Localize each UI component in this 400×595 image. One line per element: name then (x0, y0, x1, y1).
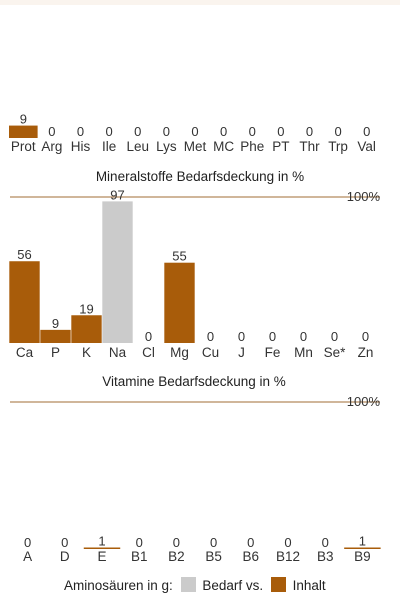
category-label: Thr (299, 139, 320, 154)
data-label: 9 (52, 316, 59, 331)
mineralstoffe-chart-svg: Mineralstoffe Bedarfsdeckung in % 100% 56 C… (9, 169, 381, 360)
aminosaeuren-chart: 9 Prot 0 Arg 0 His 0 Ile 0 Leu 0 Lys 0 Met 0 MC 0 Phe 0 PT 0… (0, 0, 400, 165)
category-label: Lys (156, 139, 177, 154)
category-label: Ile (102, 139, 116, 154)
category-label: B1 (131, 549, 148, 564)
data-label: 0 (322, 535, 329, 550)
bar-b9-inhalt (344, 547, 381, 549)
data-label: 97 (110, 187, 124, 202)
bar-k-inhalt (71, 315, 102, 343)
category-label: Mn (294, 345, 313, 360)
data-label: 0 (220, 124, 227, 139)
category-label: B5 (205, 549, 222, 564)
legend-inhalt-swatch (270, 577, 286, 592)
data-label: 0 (300, 329, 307, 344)
data-label: 19 (79, 301, 93, 316)
category-label: B3 (317, 549, 334, 564)
data-label: 0 (48, 124, 55, 139)
category-label: Arg (41, 139, 62, 154)
category-label: Leu (127, 139, 150, 154)
category-label: Val (357, 139, 376, 154)
aminosaeuren-chart-svg: 9Prot0Arg0His0Ile0Leu0Lys0Met0MC0Phe0PT0… (9, 112, 376, 154)
data-label: 0 (331, 329, 338, 344)
data-label: 0 (277, 124, 284, 139)
bar-mg-inhalt (164, 262, 195, 343)
legend-bedarf-label: Bedarf vs. (202, 578, 264, 593)
category-label: Cl (142, 345, 155, 360)
data-label: 0 (284, 535, 291, 550)
data-label: 0 (247, 535, 254, 550)
bar-p-inhalt (40, 329, 71, 343)
category-label: MC (213, 139, 234, 154)
data-label: 0 (334, 124, 341, 139)
data-label: 0 (269, 329, 276, 344)
category-label: Prot (11, 139, 36, 154)
data-label: 0 (362, 329, 369, 344)
bar-e-inhalt (83, 547, 121, 549)
legend-bedarf-swatch (180, 577, 196, 592)
data-label: 0 (363, 124, 370, 139)
category-label: B12 (276, 549, 300, 564)
chart-title: Vitamine Bedarfsdeckung in % (102, 374, 286, 389)
category-label: Zn (358, 345, 374, 360)
chart-legend: Aminosäuren in g: Bedarf vs. Inhalt (64, 577, 326, 595)
data-label: 1 (359, 534, 366, 549)
category-label: A (23, 549, 32, 564)
bar-prot-inhalt (9, 125, 38, 138)
category-label: Se* (324, 345, 347, 360)
category-label: D (60, 549, 70, 564)
category-label: Fe (265, 345, 281, 360)
vitamine-chart-svg: Vitamine Bedarfsdeckung in %100%0A0D1E0B… (10, 374, 381, 564)
category-label: J (238, 345, 245, 360)
category-label: B6 (243, 549, 260, 564)
data-label: 0 (249, 124, 256, 139)
reference-line-label: 100% (347, 394, 381, 409)
data-label: 0 (207, 329, 214, 344)
category-label: Mg (170, 345, 189, 360)
data-label: 0 (136, 535, 143, 550)
category-label: P (51, 345, 60, 360)
data-label: 9 (20, 112, 27, 127)
chart-title: Mineralstoffe Bedarfsdeckung in % (96, 169, 304, 184)
reference-line-label: 100% (347, 189, 381, 204)
data-label: 1 (98, 534, 105, 549)
data-label: 0 (145, 329, 152, 344)
category-label: PT (272, 139, 289, 154)
data-label: 0 (134, 124, 141, 139)
category-label: K (82, 345, 91, 360)
category-label: His (71, 139, 91, 154)
data-label: 0 (306, 124, 313, 139)
bar-na-bedarfvs (102, 201, 133, 343)
data-label: 0 (106, 124, 113, 139)
category-label: B2 (168, 549, 185, 564)
category-label: Phe (240, 139, 264, 154)
category-label: Met (184, 139, 207, 154)
data-label: 0 (173, 535, 180, 550)
category-label: B9 (354, 549, 371, 564)
legend-prefix: Aminosäuren in g: (64, 578, 173, 593)
data-label: 56 (17, 247, 31, 262)
bar-ca-inhalt (9, 261, 40, 343)
data-label: 0 (24, 535, 31, 550)
category-label: Ca (16, 345, 34, 360)
category-label: Cu (202, 345, 219, 360)
top-header-strip (0, 0, 400, 5)
category-label: E (97, 549, 106, 564)
legend-inhalt-label: Inhalt (292, 578, 326, 593)
vitamine-chart: Vitamine Bedarfsdeckung in % 100% 0 A 0 D 1 E 0 B… (0, 368, 400, 568)
data-label: 0 (61, 535, 68, 550)
data-label: 0 (238, 329, 245, 344)
data-label: 0 (77, 124, 84, 139)
data-label: 55 (172, 249, 186, 264)
mineralstoffe-chart: Mineralstoffe Bedarfsdeckung in % 100% 56 C… (0, 160, 400, 365)
data-label: 0 (191, 124, 198, 139)
category-label: Trp (328, 139, 348, 154)
category-label: Na (109, 345, 127, 360)
data-label: 0 (210, 535, 217, 550)
data-label: 0 (163, 124, 170, 139)
